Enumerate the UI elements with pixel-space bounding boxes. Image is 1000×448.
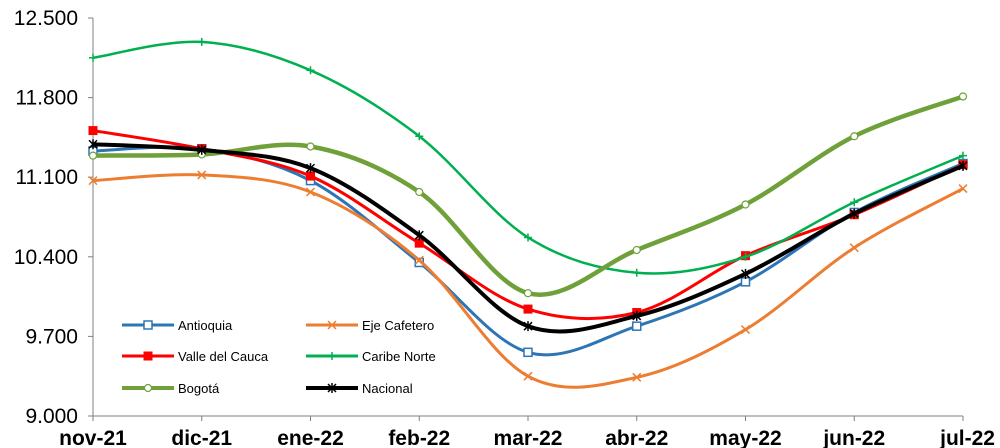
data-point [850, 198, 859, 207]
legend-item: Caribe Norte [306, 349, 436, 364]
data-point [197, 144, 207, 155]
data-point [523, 371, 533, 381]
data-point [415, 132, 424, 141]
data-point [88, 126, 98, 136]
x-tick-label: jul-22 [939, 427, 995, 448]
y-tick-label: 9.700 [25, 325, 78, 348]
data-point [523, 289, 533, 298]
data-point [632, 310, 642, 321]
y-tick-label: 9.000 [25, 405, 78, 428]
series-4 [88, 92, 968, 298]
data-point [328, 352, 336, 360]
x-tick-label: ene-22 [277, 427, 344, 448]
data-point [197, 170, 207, 180]
legend: Antioquia Eje Cafetero Valle del Cauca Cari… [122, 318, 436, 396]
data-point [305, 187, 316, 197]
x-tick-label: nov-21 [59, 427, 127, 448]
data-point [143, 320, 153, 330]
legend-item: Bogotá [122, 381, 220, 396]
y-tick-label: 11.800 [15, 87, 78, 110]
legend-item: Eje Cafetero [306, 318, 434, 333]
data-point [632, 372, 642, 382]
data-point [414, 238, 424, 248]
data-point [632, 245, 641, 255]
data-point [306, 142, 315, 151]
data-point [740, 325, 751, 335]
legend-label: Eje Cafetero [362, 318, 434, 333]
data-point [849, 243, 859, 253]
data-point [523, 304, 533, 314]
data-point [741, 200, 750, 209]
y-tick-label: 10.400 [14, 246, 78, 269]
data-point [523, 347, 533, 358]
data-point [305, 163, 316, 174]
data-point [740, 277, 751, 287]
data-point [143, 351, 153, 361]
data-point [89, 53, 97, 62]
y-tick-label: 11.100 [15, 166, 78, 189]
data-point [414, 230, 424, 241]
x-tick-label: may-22 [709, 427, 781, 448]
data-point [306, 66, 315, 75]
x-tick-label: abr-22 [605, 427, 668, 448]
data-point [958, 92, 968, 101]
axes: 9.000 9.700 10.400 11.100 11.800 12.500 nov-21… [14, 7, 995, 448]
data-point [197, 37, 206, 46]
data-point [632, 268, 641, 277]
data-point [143, 383, 153, 393]
data-point [850, 132, 859, 141]
data-point [958, 184, 968, 194]
legend-label: Valle del Cauca [178, 349, 269, 364]
data-point [849, 208, 859, 219]
data-point [88, 151, 98, 160]
legend-label: Nacional [362, 381, 413, 396]
data-point [327, 320, 337, 330]
legend-item: Valle del Cauca [122, 349, 269, 364]
data-point [415, 187, 424, 197]
data-point [958, 160, 968, 171]
legend-label: Antioquia [178, 318, 233, 333]
data-point [632, 321, 642, 331]
x-tick-label: feb-22 [388, 427, 450, 448]
legend-label: Bogotá [178, 381, 220, 396]
data-point [959, 151, 967, 160]
x-tick-label: jun-22 [822, 427, 885, 448]
series-5 [88, 139, 968, 334]
data-point [327, 383, 337, 393]
series-1 [88, 170, 968, 389]
legend-item: Nacional [306, 381, 413, 396]
data-point [524, 233, 532, 242]
y-tick-label: 12.500 [14, 7, 78, 30]
x-tick-label: dic-21 [171, 427, 232, 448]
series-layer [88, 37, 968, 389]
x-tick-label: mar-22 [494, 427, 563, 448]
data-point [88, 139, 98, 150]
legend-label: Caribe Norte [362, 349, 436, 364]
data-point [740, 268, 751, 279]
data-point [88, 176, 98, 186]
legend-item: Antioquia [122, 318, 233, 333]
data-point [523, 321, 533, 332]
data-point [306, 171, 315, 181]
data-point [741, 252, 750, 261]
series-3 [89, 37, 967, 277]
data-point [414, 255, 424, 265]
